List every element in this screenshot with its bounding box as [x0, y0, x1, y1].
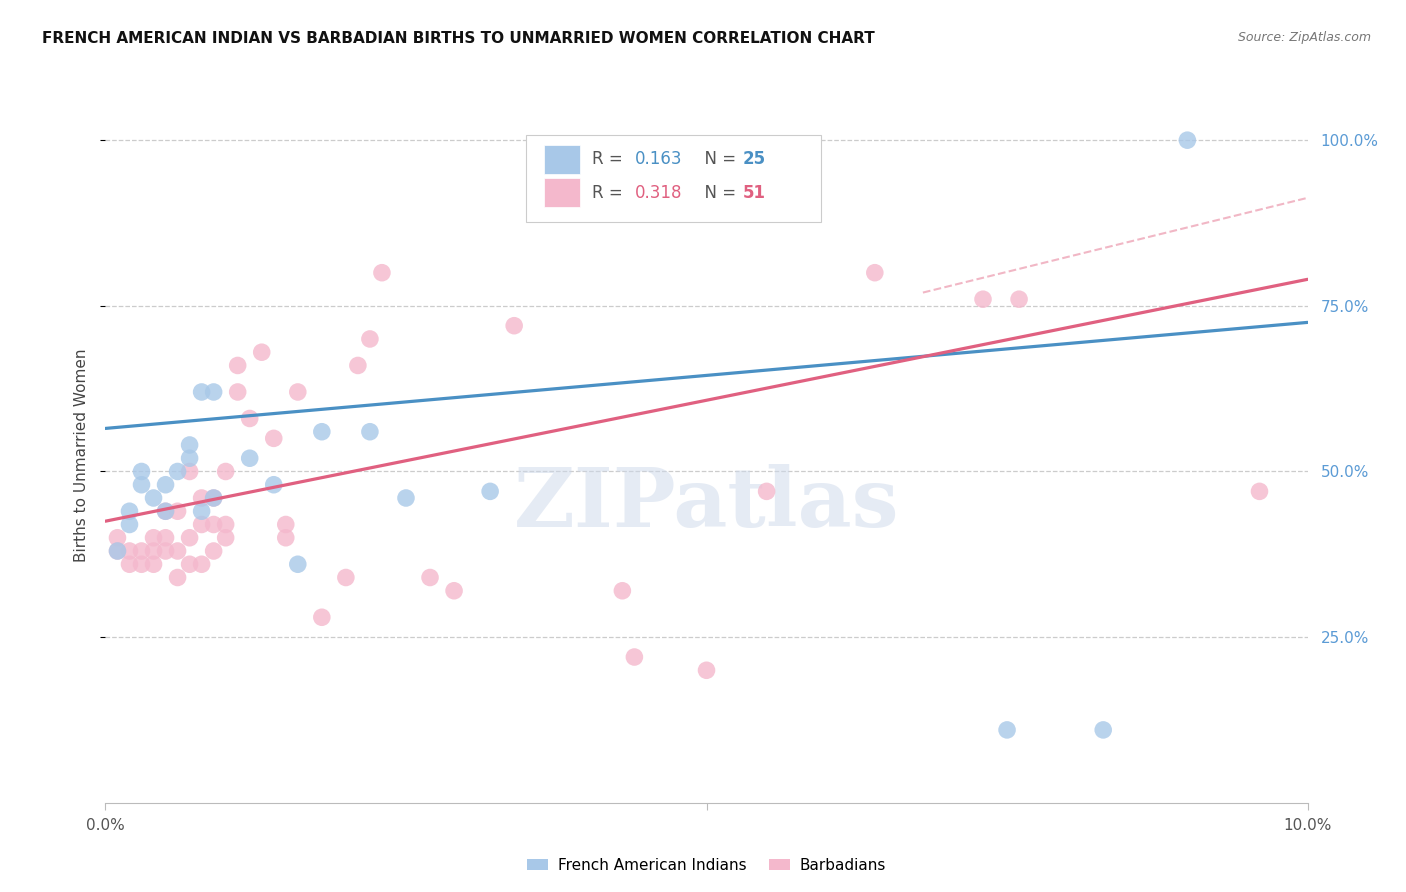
Point: [214, 517, 236, 532]
Point: [612, 583, 634, 598]
Point: [131, 544, 153, 558]
Point: [155, 477, 177, 491]
Point: [623, 650, 645, 665]
Y-axis label: Births to Unmarried Women: Births to Unmarried Women: [75, 348, 90, 562]
Point: [347, 359, 370, 373]
Point: [335, 570, 357, 584]
Point: [107, 544, 129, 558]
Point: [166, 504, 188, 518]
Point: [863, 266, 886, 280]
Point: [190, 491, 212, 505]
Bar: [544, 178, 581, 207]
Text: 0.318: 0.318: [634, 184, 682, 202]
Point: [190, 504, 212, 518]
Point: [142, 558, 165, 572]
Point: [155, 531, 177, 545]
Point: [131, 477, 153, 491]
Point: [118, 517, 141, 532]
Point: [155, 544, 177, 558]
Point: [696, 663, 718, 677]
Point: [202, 384, 225, 399]
Text: R =: R =: [592, 184, 628, 202]
Point: [142, 531, 165, 545]
Point: [166, 465, 188, 479]
Point: [118, 504, 141, 518]
Point: [755, 484, 778, 499]
Point: [214, 465, 236, 479]
Text: 51: 51: [742, 184, 766, 202]
Point: [179, 531, 201, 545]
Point: [287, 558, 309, 572]
Point: [972, 292, 994, 306]
Bar: [544, 145, 581, 174]
FancyBboxPatch shape: [526, 135, 821, 222]
Point: [311, 425, 333, 439]
Point: [202, 517, 225, 532]
Point: [179, 451, 201, 466]
Point: [250, 345, 273, 359]
Text: Source: ZipAtlas.com: Source: ZipAtlas.com: [1237, 31, 1371, 45]
Text: N =: N =: [695, 150, 742, 169]
Point: [226, 384, 249, 399]
Point: [226, 359, 249, 373]
Point: [155, 504, 177, 518]
Text: ZIPatlas: ZIPatlas: [513, 464, 900, 543]
Point: [142, 491, 165, 505]
Point: [371, 266, 394, 280]
Point: [395, 491, 418, 505]
Point: [118, 544, 141, 558]
Point: [190, 384, 212, 399]
Point: [107, 544, 129, 558]
Point: [190, 558, 212, 572]
Point: [239, 451, 262, 466]
Point: [359, 332, 381, 346]
Text: N =: N =: [695, 184, 742, 202]
Point: [131, 465, 153, 479]
Legend: French American Indians, Barbadians: French American Indians, Barbadians: [520, 852, 893, 879]
Point: [202, 491, 225, 505]
Point: [131, 558, 153, 572]
Point: [1175, 133, 1198, 147]
Text: 25: 25: [742, 150, 766, 169]
Point: [107, 531, 129, 545]
Point: [479, 484, 502, 499]
Point: [443, 583, 465, 598]
Point: [263, 477, 285, 491]
Point: [179, 558, 201, 572]
Point: [359, 425, 381, 439]
Point: [190, 517, 212, 532]
Point: [287, 384, 309, 399]
Point: [202, 544, 225, 558]
Point: [1249, 484, 1271, 499]
Point: [202, 491, 225, 505]
Point: [166, 570, 188, 584]
Point: [179, 465, 201, 479]
Point: [1008, 292, 1031, 306]
Point: [214, 531, 236, 545]
Point: [995, 723, 1018, 737]
Point: [274, 531, 297, 545]
Point: [118, 558, 141, 572]
Point: [155, 504, 177, 518]
Point: [419, 570, 441, 584]
Point: [263, 431, 285, 445]
Text: R =: R =: [592, 150, 628, 169]
Point: [239, 411, 262, 425]
Point: [274, 517, 297, 532]
Point: [503, 318, 526, 333]
Point: [142, 544, 165, 558]
Point: [1092, 723, 1115, 737]
Text: 0.163: 0.163: [634, 150, 682, 169]
Point: [179, 438, 201, 452]
Point: [311, 610, 333, 624]
Text: FRENCH AMERICAN INDIAN VS BARBADIAN BIRTHS TO UNMARRIED WOMEN CORRELATION CHART: FRENCH AMERICAN INDIAN VS BARBADIAN BIRT…: [42, 31, 875, 46]
Point: [166, 544, 188, 558]
